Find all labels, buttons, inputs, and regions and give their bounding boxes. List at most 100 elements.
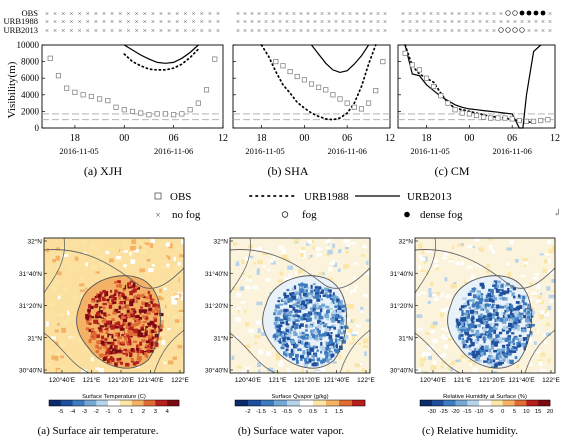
map-cell: [440, 293, 444, 297]
urban-cell: [96, 299, 99, 303]
map-cell: [84, 252, 89, 256]
lat-label: 31°20'N: [205, 302, 228, 310]
urban-cell: [92, 331, 97, 335]
urban-cell: [515, 306, 521, 311]
urban-cell: [461, 309, 464, 315]
x-tick-label: 12: [218, 133, 228, 144]
map-cell: [430, 330, 436, 334]
caption-map-humidity: (c) Relative humidity.: [422, 425, 518, 437]
urban-cell: [342, 330, 346, 334]
urban-cell: [136, 294, 141, 298]
fog-mark-nofog: ×: [334, 9, 338, 18]
urban-cell: [314, 294, 320, 299]
colorbar-frame: [234, 399, 366, 407]
urban-cell: [498, 297, 501, 301]
urban-cell: [488, 351, 493, 354]
visibility-panel-cm: × × × × × × × × × × × × × × × ×× × × × × × × × × × × × × × × × × × × × × ×× ×…: [397, 9, 560, 156]
fog-mark-nofog: ×: [126, 9, 130, 18]
urban-cell: [110, 299, 114, 302]
map-cell: [150, 238, 155, 243]
colorbar-swatch: [431, 400, 444, 406]
map-cell: [444, 277, 448, 282]
urban-cell: [330, 302, 333, 305]
map-cell: [267, 268, 271, 272]
fog-mark-nofog: ×: [118, 26, 122, 35]
date-label: 2016-11-05: [245, 146, 284, 156]
urban-cell: [312, 295, 316, 299]
colorbar-swatch: [248, 400, 262, 406]
colorbar-tick-label: 2: [142, 409, 145, 415]
map-cell: [275, 352, 280, 357]
fog-mark-nofog: ×: [126, 17, 130, 26]
urban-cell: [139, 314, 143, 318]
map-cell: [349, 342, 352, 346]
map-cell: [76, 297, 80, 300]
date-label: 2016-11-05: [59, 146, 98, 156]
map-cell: [327, 277, 334, 281]
fog-mark-nofog: ×: [541, 26, 545, 35]
obs-point: [459, 110, 465, 116]
map-cell: [363, 345, 369, 348]
urban-cell: [97, 310, 100, 316]
fog-mark-nofog: ×: [306, 17, 310, 26]
map-cell: [55, 282, 59, 286]
map-cell: [350, 319, 354, 324]
urban-cell: [312, 308, 316, 311]
urban-cell: [297, 315, 300, 318]
urban-cell: [291, 287, 295, 291]
map-cell: [257, 362, 262, 367]
map-cell: [316, 252, 322, 256]
fog-mark-nofog: ×: [415, 17, 419, 26]
urban-cell: [158, 320, 162, 325]
colorbar-tick-label: 3: [154, 409, 157, 415]
urban-cell: [139, 332, 144, 338]
urban-cell: [154, 333, 159, 338]
urban-cell: [307, 292, 312, 295]
urban-cell: [512, 286, 517, 291]
urban-cell: [282, 337, 286, 342]
urban-cell: [325, 341, 328, 346]
urban-cell: [503, 355, 507, 359]
map-cell: [265, 278, 271, 282]
map-cell: [144, 242, 150, 246]
caption-map-water-vapor: (b) Surface water vapor.: [238, 425, 345, 437]
map-cell: [67, 251, 72, 255]
urban-cell: [318, 286, 322, 290]
fog-mark-nofog: ×: [110, 17, 114, 26]
urban-cell: [111, 318, 115, 321]
urban-cell: [313, 305, 316, 311]
colorbar-tick-label: 1.5: [335, 409, 343, 415]
x-tick-label: 12: [385, 133, 395, 144]
fog-mark-nofog: ×: [436, 26, 440, 35]
urban-cell: [152, 303, 157, 308]
map-cell: [506, 262, 510, 266]
urban-cell: [318, 334, 323, 337]
fog-mark-nofog: ×: [208, 17, 212, 26]
urban-cell: [154, 341, 158, 345]
urban-cell: [309, 307, 313, 311]
urban-cell: [312, 292, 316, 297]
fog-mark-dense: [519, 10, 525, 16]
urban-cell: [341, 327, 344, 331]
map-cell: [248, 328, 255, 333]
urban-cell: [490, 360, 493, 364]
urban-cell: [491, 291, 494, 296]
map-cell: [51, 286, 57, 291]
fog-mark-nofog: ×: [285, 9, 289, 18]
urban-cell: [501, 328, 506, 332]
urban-cell: [113, 345, 118, 349]
map-cell: [315, 246, 321, 251]
map-cell: [297, 269, 303, 274]
urban-cell: [308, 358, 312, 363]
urban-cell: [152, 324, 157, 328]
urban-cell: [317, 324, 320, 328]
urban-cell: [141, 301, 145, 306]
urban-cell: [285, 334, 289, 337]
urban-cell: [330, 332, 333, 335]
map-cell: [327, 249, 333, 255]
map-cell: [288, 274, 292, 280]
map-cell: [61, 322, 67, 326]
map-cell: [172, 356, 177, 360]
map-cell: [272, 255, 275, 260]
urban-cell: [466, 300, 470, 305]
